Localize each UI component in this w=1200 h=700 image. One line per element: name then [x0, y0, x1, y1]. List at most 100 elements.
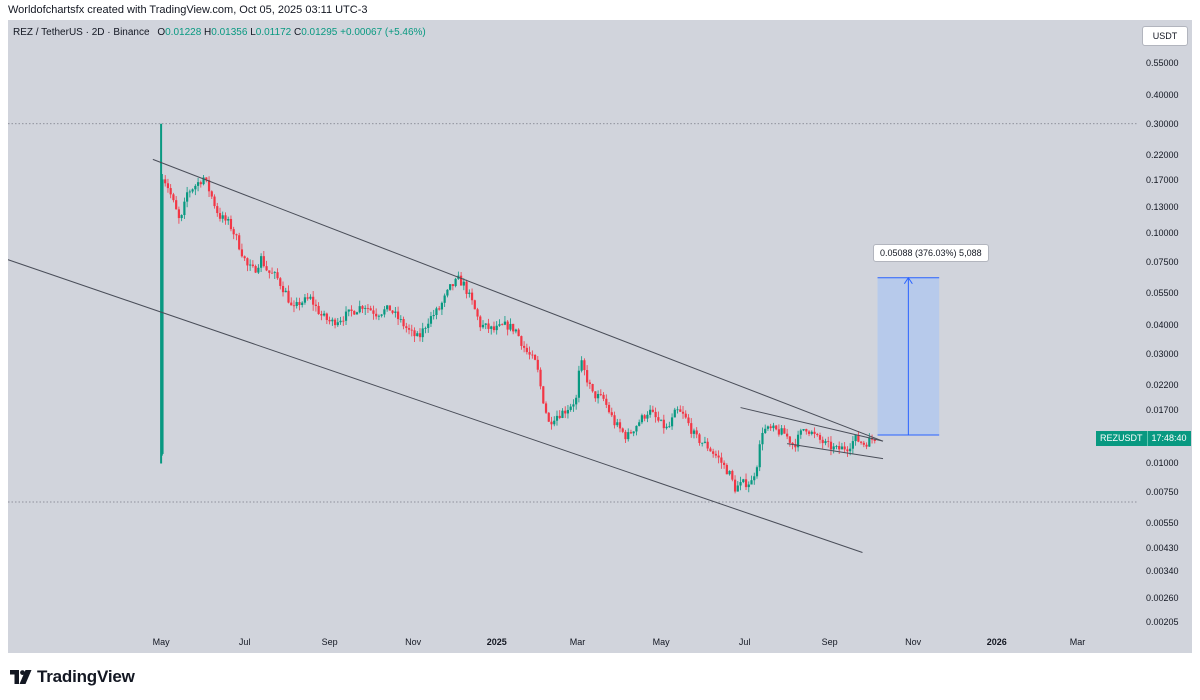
time-tick-label: Mar	[1069, 637, 1086, 647]
price-tick-label: 0.00205	[1146, 616, 1179, 627]
candle-body	[783, 428, 786, 434]
candle-body	[353, 310, 356, 315]
candle-body	[684, 413, 687, 418]
candle-body	[175, 200, 178, 210]
candle-body	[588, 382, 591, 384]
candle-body	[865, 444, 868, 447]
price-tick-label: 0.02200	[1146, 379, 1179, 390]
candle-body	[673, 409, 676, 418]
price-tick-label: 0.00430	[1146, 542, 1179, 553]
candle-body	[301, 302, 304, 305]
candle-body	[213, 196, 216, 207]
candle-body	[805, 429, 808, 432]
candle-body	[594, 391, 597, 399]
candle-body	[733, 479, 737, 492]
candle-body	[317, 305, 320, 315]
currency-selector[interactable]: USDT	[1142, 26, 1188, 46]
legend-close-value: 0.01295	[301, 27, 338, 38]
candle-body	[728, 470, 731, 475]
price-tick-label: 0.00550	[1146, 518, 1179, 529]
time-tick-label: 2025	[486, 637, 507, 647]
chart-frame[interactable]: REZ / TetherUS · 2D · Binance O0.01228 H…	[8, 20, 1192, 653]
candle-body	[591, 383, 594, 392]
candle-body	[539, 369, 542, 387]
candle-body	[495, 325, 498, 331]
candle-body	[396, 311, 400, 320]
candle-body	[262, 256, 265, 267]
candle-body	[196, 182, 200, 186]
candle-body	[339, 320, 342, 323]
candle-body	[501, 324, 504, 326]
candle-body	[547, 412, 550, 422]
candle-body	[851, 441, 854, 449]
candle-body	[676, 409, 679, 411]
candle-body	[177, 209, 181, 219]
candle-body	[194, 185, 197, 190]
candle-body	[613, 415, 616, 426]
candle-body	[468, 292, 471, 294]
price-axis[interactable]	[1138, 20, 1192, 653]
candle-body	[566, 409, 570, 414]
candle-body	[599, 394, 602, 395]
candle-body	[533, 355, 537, 360]
candle-body	[210, 191, 213, 197]
candle-body	[281, 285, 285, 293]
candle-body	[364, 307, 367, 309]
candle-body	[816, 433, 819, 436]
candle-body	[640, 415, 644, 423]
trendline-channel-upper	[152, 158, 884, 442]
price-tick-label: 0.04000	[1146, 319, 1179, 330]
candle-body	[416, 333, 419, 337]
candle-body	[607, 404, 611, 413]
legend-open-label: O	[157, 27, 166, 38]
candle-body	[703, 441, 707, 443]
candle-body	[279, 278, 282, 286]
candle-body	[344, 311, 348, 321]
candle-body	[257, 267, 260, 273]
candle-body	[583, 360, 586, 371]
candle-body	[744, 479, 748, 488]
candle-body	[207, 180, 211, 192]
price-chart[interactable]	[8, 20, 1192, 653]
candle-body	[857, 435, 860, 442]
legend-close-label: C	[293, 27, 302, 38]
candle-body	[621, 428, 624, 432]
candle-body	[854, 435, 857, 442]
tradingview-brand[interactable]: TradingView	[10, 667, 135, 687]
candle-body	[791, 442, 794, 445]
time-tick-label: May	[152, 637, 170, 647]
candle-body	[766, 426, 770, 429]
candle-body	[753, 476, 756, 481]
price-tick-label: 0.05500	[1146, 288, 1179, 299]
candle-body	[240, 249, 244, 257]
candle-body	[649, 409, 652, 415]
candle-body	[221, 215, 224, 219]
candle-body	[287, 290, 290, 303]
candle-body	[492, 326, 496, 331]
candle-body	[665, 426, 668, 429]
candle-body	[725, 464, 728, 475]
candle-body	[788, 436, 791, 443]
candle-body	[164, 179, 167, 184]
candle-body	[254, 266, 257, 273]
candle-body	[224, 215, 227, 221]
candle-body	[314, 304, 317, 306]
candle-body	[794, 444, 797, 448]
candle-body	[723, 462, 726, 465]
candle-body	[312, 296, 315, 305]
candle-body	[369, 308, 372, 311]
candle-body	[572, 404, 575, 407]
candle-body	[873, 439, 876, 441]
candle-body	[268, 270, 271, 273]
candle-body	[421, 328, 424, 338]
candle-body	[459, 275, 463, 286]
candle-body	[862, 442, 865, 445]
candle-body	[394, 311, 397, 313]
candle-body	[838, 446, 841, 450]
price-tick-label: 0.00340	[1146, 566, 1179, 577]
price-tick-label: 0.30000	[1146, 118, 1179, 129]
candle-body	[243, 256, 246, 259]
candle-body	[712, 451, 715, 454]
candle-body	[643, 415, 646, 419]
candle-body	[840, 446, 844, 450]
